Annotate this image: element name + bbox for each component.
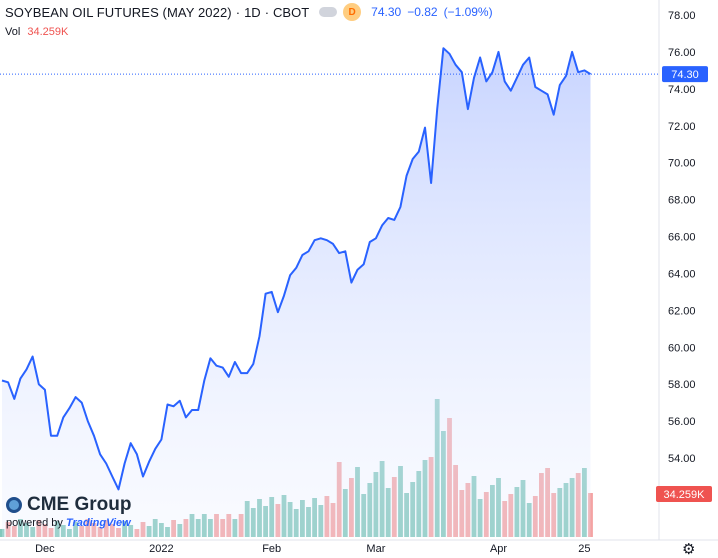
cme-branding[interactable]: CME Group powered by TradingView <box>6 494 132 529</box>
market-status-toggle[interactable] <box>319 7 338 17</box>
volume-label: 34.259K <box>656 486 712 502</box>
y-tick-label: 56.00 <box>668 416 696 428</box>
x-tick-label: 2022 <box>149 543 173 555</box>
volume-label-bg <box>656 486 712 502</box>
y-tick-label: 60.00 <box>668 342 696 354</box>
delayed-data-badge[interactable]: D <box>343 3 362 21</box>
y-tick-label: 76.00 <box>668 47 696 59</box>
y-tick-label: 72.00 <box>668 121 696 133</box>
x-tick-label: 25 <box>578 543 590 555</box>
chart-header: SOYBEAN OIL FUTURES (MAY 2022) · 1D · CB… <box>5 3 493 21</box>
price-line <box>1 47 592 491</box>
gear-icon[interactable]: ⚙ <box>682 541 696 558</box>
y-tick-label: 58.00 <box>668 379 696 391</box>
x-tick-label: Apr <box>490 543 507 555</box>
last-price-label: 74.30 <box>662 66 708 83</box>
y-tick-label: 74.00 <box>668 84 696 96</box>
header-separator: · <box>264 4 270 20</box>
interval-label[interactable]: 1D <box>244 4 261 20</box>
last-price-label-bg <box>662 66 708 83</box>
y-tick-label: 68.00 <box>668 195 696 207</box>
y-tick-label: 70.00 <box>668 158 696 170</box>
price-axis: 78.00 76.00 74.00 72.00 70.00 68.00 66.00 64.00… <box>668 10 696 465</box>
cme-globe-icon <box>6 497 22 513</box>
volume-legend[interactable]: Vol 34.259K <box>5 26 68 38</box>
y-tick-label: 62.00 <box>668 305 696 317</box>
y-tick-label: 64.00 <box>668 268 696 280</box>
time-axis: Dec 2022 Feb Mar Apr 25 <box>35 543 590 555</box>
y-tick-label: 54.00 <box>668 453 696 465</box>
powered-by-text: powered by <box>6 517 63 529</box>
y-tick-label: 66.00 <box>668 232 696 244</box>
volume-legend-value: 34.259K <box>27 26 69 38</box>
last-price-label-text: 74.30 <box>671 69 699 81</box>
exchange-label: CBOT <box>273 4 310 20</box>
header-separator: · <box>235 4 241 20</box>
x-tick-label: Dec <box>35 543 55 555</box>
tradingview-logo-text: TradingView <box>65 517 131 529</box>
volume-label-text: 34.259K <box>664 489 706 501</box>
x-tick-label: Mar <box>366 543 385 555</box>
price-change-percent: (−1.09%) <box>443 5 493 19</box>
price-change: −0.82 <box>407 5 438 19</box>
x-tick-label: Feb <box>262 543 281 555</box>
volume-legend-label: Vol <box>5 26 21 38</box>
cme-logo-text: CME Group <box>27 494 132 515</box>
y-tick-label: 78.00 <box>668 10 696 22</box>
last-price: 74.30 <box>371 5 402 19</box>
price-area <box>2 48 591 537</box>
symbol-title[interactable]: SOYBEAN OIL FUTURES (MAY 2022) <box>5 4 232 20</box>
